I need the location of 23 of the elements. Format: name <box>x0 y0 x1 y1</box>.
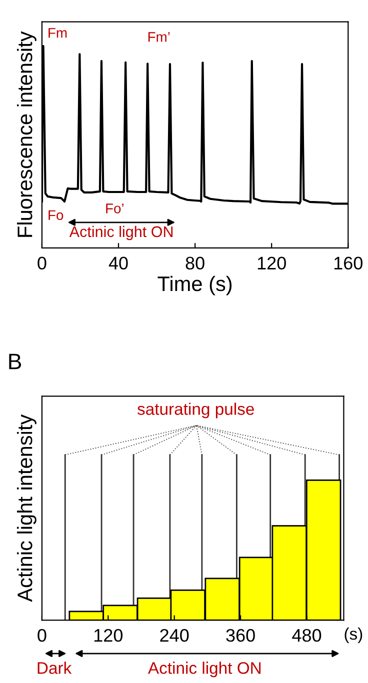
x-tick-label: 480 <box>292 628 322 642</box>
x-tick-label: 360 <box>226 628 255 642</box>
x-tick-label: 0 <box>38 628 46 642</box>
text: saturating pulse <box>137 402 254 418</box>
annotation: Fm <box>48 28 67 38</box>
y-axis-title: Actinic light intensity <box>16 414 36 602</box>
text: Dark <box>38 662 72 674</box>
y-axis-title: Fluorescence intensity <box>16 31 36 237</box>
x-tick-label: 80 <box>186 256 204 270</box>
x-tick-label: 160 <box>334 256 362 270</box>
annotation: Fo <box>48 210 64 220</box>
text: Actinic light ON <box>148 662 261 678</box>
x-tick-label: 120 <box>94 628 123 642</box>
x-tick-label: 0 <box>38 256 46 270</box>
annotation: Actinic light ON <box>69 226 173 240</box>
x-axis-title: Time (s) <box>158 276 232 296</box>
x-tick-label: 40 <box>108 256 128 270</box>
annotation: Fm’ <box>148 32 170 42</box>
annotation: Fo’ <box>106 204 124 214</box>
x-tick-label: 120 <box>258 256 286 270</box>
chart-title: B <box>9 354 22 370</box>
x-axis-title: (s) <box>344 628 362 644</box>
x-tick-label: 240 <box>160 628 189 642</box>
